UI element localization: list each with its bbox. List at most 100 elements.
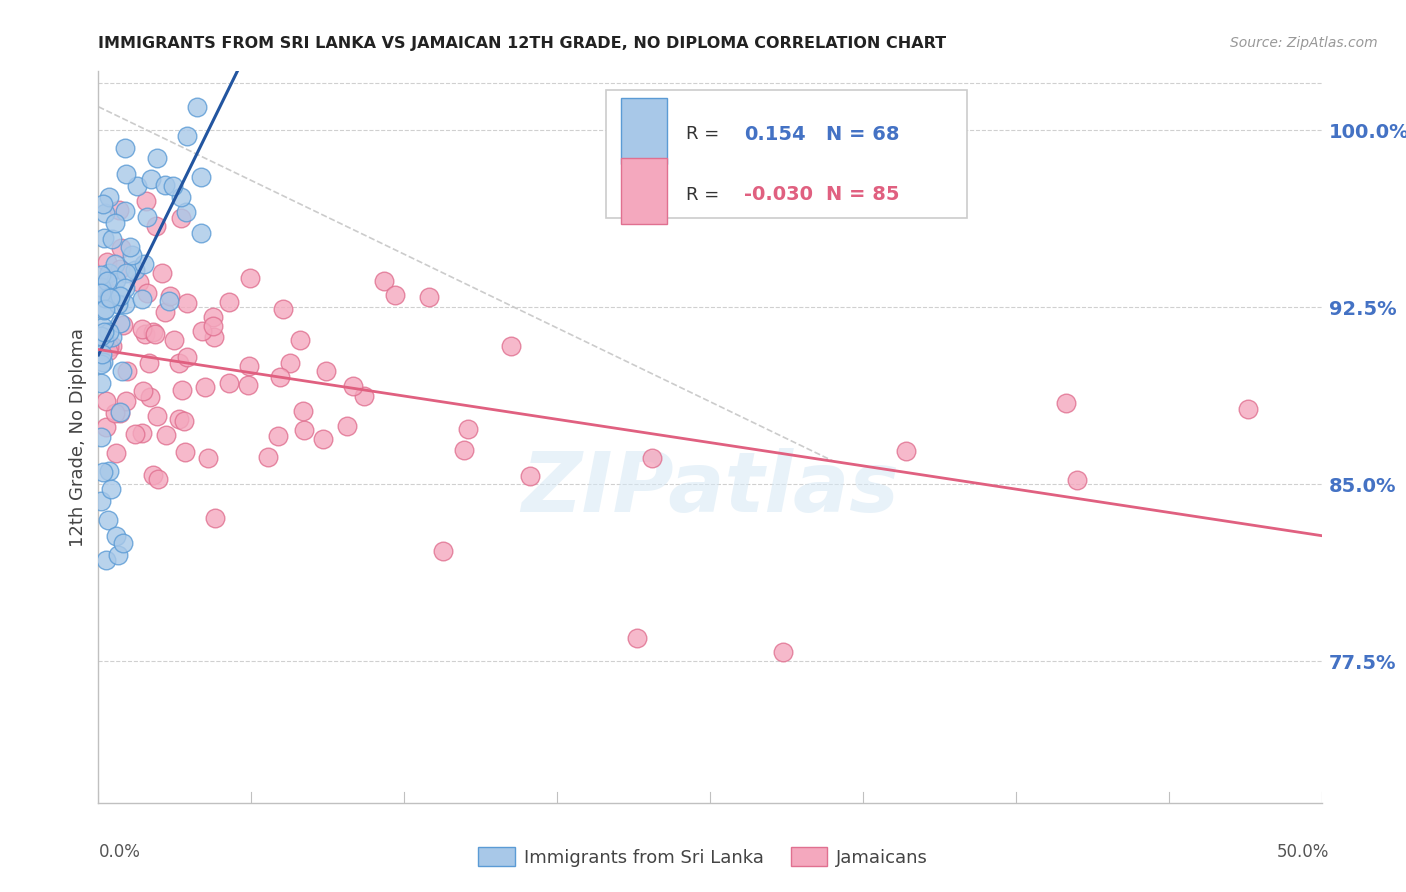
Point bbox=[236, 378, 259, 392]
Point bbox=[110, 241, 132, 255]
Point bbox=[384, 287, 406, 301]
Point bbox=[98, 289, 121, 303]
Point bbox=[100, 482, 122, 496]
Point bbox=[142, 467, 165, 482]
Point bbox=[176, 350, 198, 364]
Point bbox=[135, 285, 157, 300]
Point bbox=[159, 289, 181, 303]
Point bbox=[288, 333, 311, 347]
Point bbox=[772, 645, 794, 659]
Point bbox=[194, 380, 217, 394]
Point bbox=[94, 301, 117, 316]
Point bbox=[91, 347, 114, 361]
Point bbox=[93, 326, 115, 340]
Point bbox=[90, 493, 112, 508]
Point bbox=[239, 270, 262, 285]
Point bbox=[98, 291, 121, 305]
Point bbox=[104, 529, 127, 543]
Point bbox=[170, 190, 193, 204]
Point bbox=[143, 326, 166, 341]
Point bbox=[626, 631, 648, 645]
Point bbox=[93, 333, 115, 347]
Point bbox=[93, 354, 115, 368]
Point bbox=[115, 266, 138, 280]
Point bbox=[97, 189, 120, 203]
Point bbox=[114, 393, 136, 408]
Point bbox=[114, 141, 136, 155]
Text: N = 68: N = 68 bbox=[827, 125, 900, 144]
Point bbox=[139, 390, 162, 404]
Point bbox=[170, 211, 193, 225]
Point bbox=[218, 295, 240, 310]
Point bbox=[90, 329, 112, 343]
Point bbox=[94, 553, 117, 567]
Point bbox=[101, 339, 124, 353]
Point bbox=[167, 356, 190, 370]
Text: IMMIGRANTS FROM SRI LANKA VS JAMAICAN 12TH GRADE, NO DIPLOMA CORRELATION CHART: IMMIGRANTS FROM SRI LANKA VS JAMAICAN 12… bbox=[98, 36, 946, 51]
Point bbox=[269, 370, 291, 384]
Point bbox=[173, 414, 195, 428]
Point bbox=[94, 291, 117, 305]
FancyBboxPatch shape bbox=[606, 89, 967, 218]
Point bbox=[153, 305, 176, 319]
Point bbox=[312, 433, 335, 447]
Point bbox=[201, 310, 224, 324]
Point bbox=[174, 204, 197, 219]
Point bbox=[91, 466, 114, 480]
Point bbox=[134, 326, 156, 341]
Point bbox=[98, 326, 121, 340]
Point bbox=[453, 443, 475, 458]
Text: ZIPatlas: ZIPatlas bbox=[522, 448, 898, 529]
Point bbox=[108, 261, 131, 276]
Point bbox=[176, 296, 198, 310]
Point bbox=[94, 420, 117, 434]
Point bbox=[153, 178, 176, 192]
Point bbox=[132, 384, 155, 398]
Point bbox=[204, 511, 226, 525]
Point bbox=[110, 406, 132, 420]
Point bbox=[373, 274, 395, 288]
Point bbox=[146, 151, 169, 165]
Point bbox=[190, 227, 212, 241]
Point bbox=[176, 129, 198, 144]
Point bbox=[121, 248, 143, 262]
Point bbox=[111, 318, 134, 332]
Point bbox=[94, 394, 117, 409]
Point bbox=[93, 302, 115, 317]
Point bbox=[186, 100, 208, 114]
Point bbox=[128, 275, 150, 289]
Point bbox=[104, 406, 127, 420]
Point bbox=[519, 469, 541, 483]
Point bbox=[131, 425, 153, 440]
Point bbox=[111, 536, 134, 550]
Point bbox=[457, 421, 479, 435]
Point bbox=[120, 240, 142, 254]
Point bbox=[90, 285, 112, 300]
Point bbox=[271, 301, 294, 316]
Bar bbox=[620, 98, 668, 164]
Point bbox=[291, 404, 314, 418]
Point bbox=[125, 178, 148, 193]
Point bbox=[1066, 473, 1088, 487]
Text: 50.0%: 50.0% bbox=[1277, 843, 1329, 861]
Point bbox=[97, 513, 120, 527]
Point bbox=[111, 364, 134, 378]
Point bbox=[499, 338, 522, 352]
Point bbox=[104, 257, 127, 271]
Text: 0.0%: 0.0% bbox=[98, 843, 141, 861]
Point bbox=[97, 464, 120, 478]
Point bbox=[115, 364, 138, 378]
Point bbox=[145, 409, 167, 423]
Point bbox=[197, 450, 219, 465]
Text: R =: R = bbox=[686, 126, 724, 144]
Point bbox=[150, 266, 173, 280]
Point bbox=[1237, 401, 1260, 416]
Point bbox=[90, 376, 112, 391]
Point bbox=[190, 170, 212, 185]
Point bbox=[136, 210, 159, 224]
Point bbox=[98, 267, 121, 281]
Point bbox=[131, 322, 153, 336]
Point bbox=[94, 206, 117, 220]
Point bbox=[104, 217, 127, 231]
Point bbox=[132, 257, 155, 271]
